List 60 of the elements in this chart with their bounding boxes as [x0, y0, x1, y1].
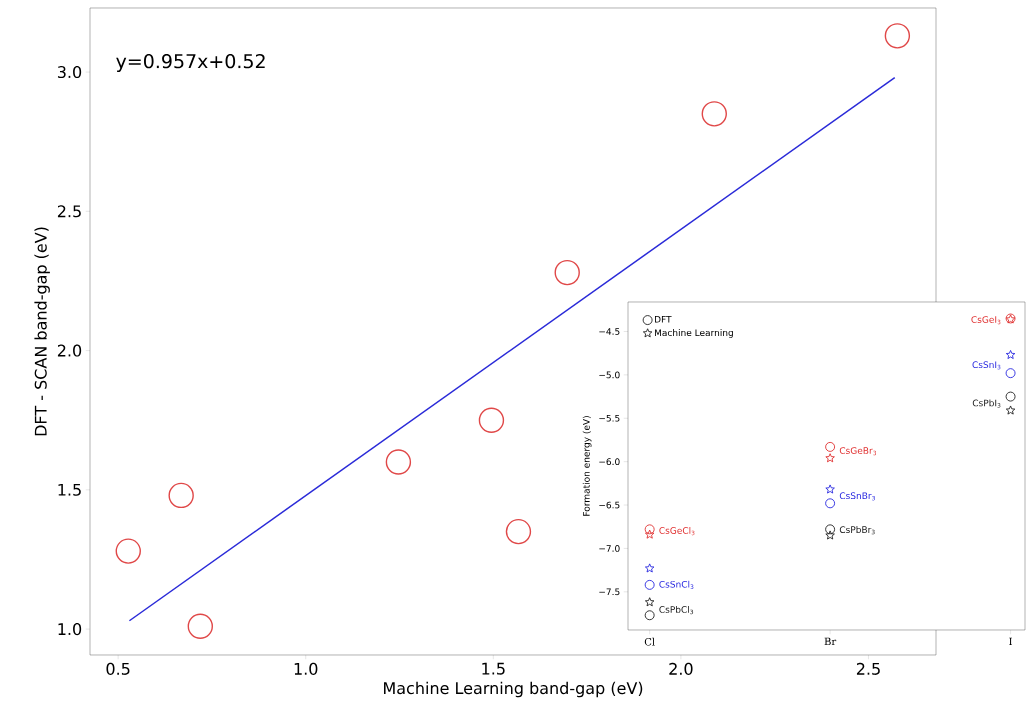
point: [168, 482, 194, 509]
y-tick-label: −5.5: [599, 414, 620, 422]
point: [644, 579, 655, 590]
y-tick-label: −7.5: [599, 588, 620, 596]
x-tick-label: 2.0: [669, 662, 693, 675]
point: [644, 524, 655, 535]
point: [115, 538, 141, 564]
point: [478, 407, 505, 433]
point: [644, 597, 655, 607]
annotation: CsGeCl$_{3}$: [659, 526, 695, 536]
point: [505, 518, 532, 545]
point: [644, 563, 655, 573]
y-tick-label: −6.0: [599, 458, 620, 466]
y-tick-label: 3.0: [57, 66, 82, 79]
annotation: CsPbCl$_{3}$: [659, 605, 694, 615]
annotation: CsSnBr$_{3}$: [839, 492, 875, 501]
y-tick-label: −4.5: [599, 328, 620, 335]
annotation: CsPbI$_{3}$: [972, 399, 1001, 408]
annotation: CsSnI$_{3}$: [972, 361, 1001, 370]
point: [825, 453, 835, 463]
x-tick-label: I: [1009, 637, 1012, 646]
point: [825, 498, 836, 509]
x-tick-label: 2.5: [856, 662, 880, 675]
point: [1005, 368, 1016, 379]
y-tick-label: −7.0: [599, 545, 620, 552]
point: [1005, 405, 1016, 415]
y-tick-label: 2.0: [57, 344, 82, 357]
point: [701, 101, 727, 127]
y-tick-label: −6.5: [599, 501, 620, 509]
point: [825, 530, 835, 540]
point: [825, 441, 836, 452]
legend-label: Machine Learning: [655, 329, 733, 338]
x-tick-label: 0.5: [106, 662, 130, 675]
point: [187, 613, 213, 640]
y-axis-title: Formation energy (eV): [582, 416, 592, 516]
x-tick-label: Cl: [644, 637, 655, 646]
point: [1005, 391, 1016, 402]
x-tick-label: 1.0: [294, 662, 318, 675]
y-tick-label: 1.0: [58, 623, 82, 636]
y-tick-label: −5.0: [599, 371, 620, 379]
point: [825, 524, 836, 535]
y-axis-title: DFT - SCAN band-gap (eV): [34, 227, 50, 436]
x-tick-label: 1.5: [482, 662, 505, 675]
point: [554, 259, 580, 286]
point: [825, 484, 835, 494]
point: [884, 23, 911, 49]
annotation: CsGeI$_{3}$: [971, 316, 1001, 325]
y-tick-label: 2.5: [57, 205, 81, 218]
point: [385, 449, 412, 475]
point: [644, 610, 655, 621]
legend-label: DFT: [655, 316, 672, 323]
annotation: y=0.957x+0.52: [116, 53, 265, 73]
annotation: CsPbBr$_{3}$: [839, 526, 875, 535]
point: [644, 529, 655, 539]
annotation: CsSnCl$_{3}$: [659, 580, 694, 590]
annotation: CsGeBr$_{3}$: [839, 447, 877, 456]
point: [1005, 349, 1016, 360]
x-tick-label: Br: [824, 637, 837, 646]
y-tick-label: 1.5: [58, 483, 81, 496]
x-axis-title: Machine Learning band-gap (eV): [384, 681, 643, 698]
